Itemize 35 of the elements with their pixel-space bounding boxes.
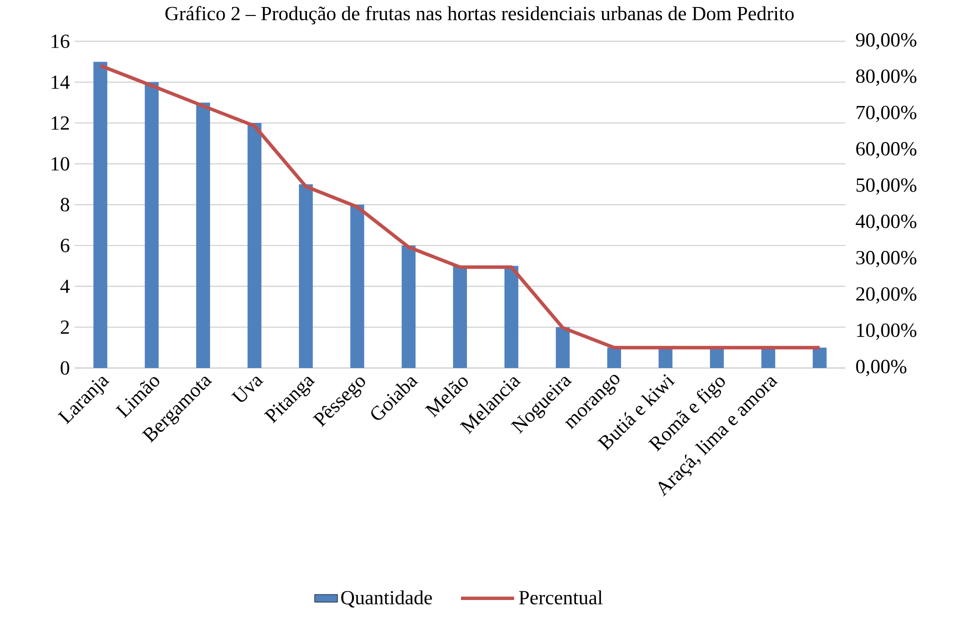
y-tick-label: 14: [52, 76, 70, 89]
y2-tick-label: 70,00%: [856, 106, 916, 122]
bar: [556, 327, 570, 368]
y2-tick-label: 90,00%: [856, 33, 916, 50]
bar: [196, 102, 210, 368]
y2-tick-label: 0,00%: [856, 360, 906, 376]
bar: [812, 348, 827, 368]
bar: [350, 204, 364, 368]
legend-label: Quantidade: [341, 590, 432, 608]
bar: [248, 122, 262, 368]
bar: [453, 266, 467, 368]
y2-tick-label: 30,00%: [856, 250, 916, 268]
y-tick-label: 10: [52, 157, 70, 171]
y2-tick-label: 50,00%: [856, 178, 916, 195]
y-tick-label: 12: [52, 116, 69, 130]
bar: [504, 266, 518, 368]
bar: [402, 246, 416, 368]
y-tick-label: 8: [60, 198, 70, 212]
legend-label: Percentual: [519, 590, 603, 604]
y2-tick-label: 60,00%: [856, 142, 916, 158]
chart-title: Gráfico 2 – Produção de frutas nas hortas residenciais urbanas de Dom Pedrito: [165, 6, 794, 24]
bar: [298, 184, 313, 368]
y2-tick-label: 40,00%: [856, 214, 916, 231]
y-tick-label: 2: [60, 320, 69, 334]
x-tick-label: Uva: [231, 376, 264, 402]
y-tick-label: 16: [52, 34, 70, 48]
y-tick-label: 0: [60, 361, 70, 375]
y-tick-label: 6: [60, 238, 70, 252]
bar: [93, 62, 108, 368]
bar: [607, 348, 622, 368]
bar: [144, 82, 159, 368]
y2-tick-label: 20,00%: [856, 287, 916, 304]
y-tick-label: 4: [60, 280, 70, 293]
y2-tick-label: 80,00%: [856, 69, 916, 86]
y2-tick-label: 10,00%: [857, 324, 916, 340]
